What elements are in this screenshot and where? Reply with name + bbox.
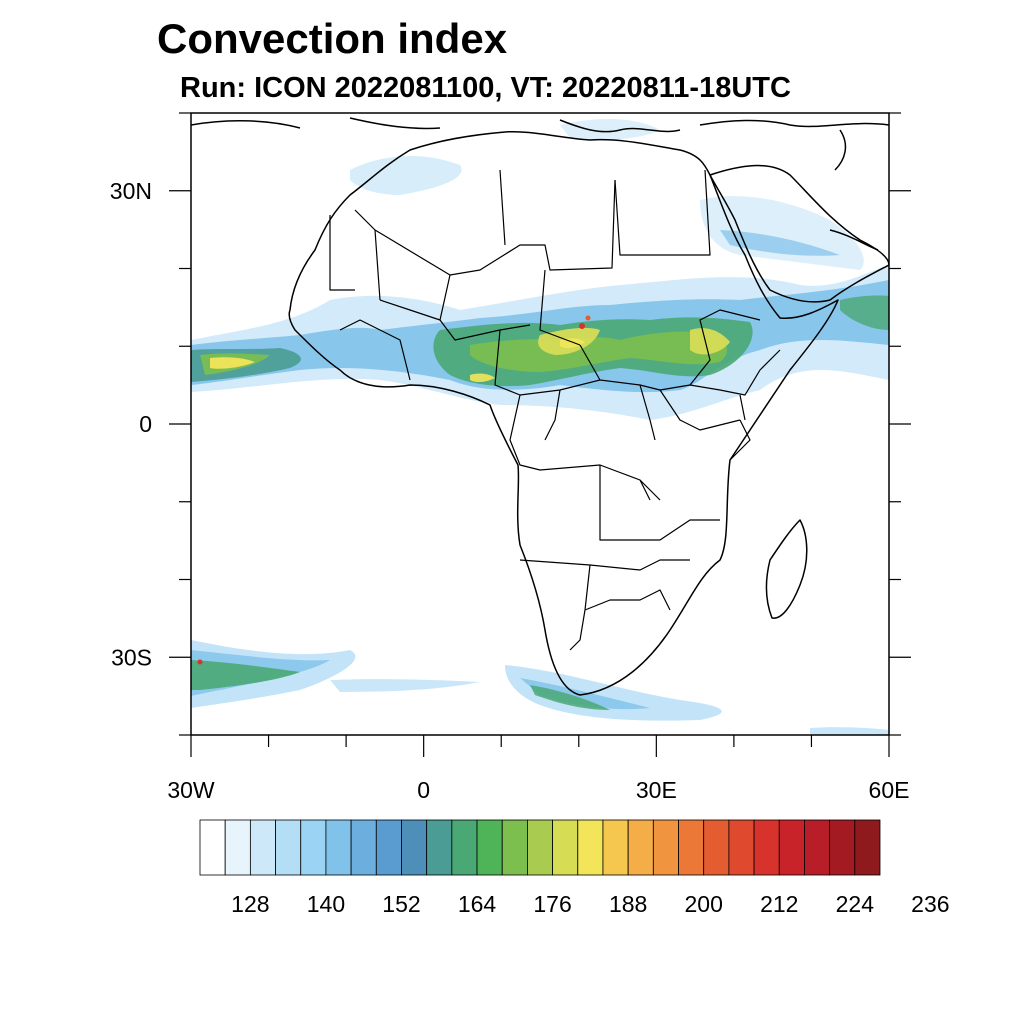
colorbar-swatch xyxy=(224,819,251,876)
colorbar-swatch xyxy=(678,819,705,876)
colorbar-swatch xyxy=(527,819,553,876)
colorbar-swatch xyxy=(829,819,856,876)
axis-tick-labels: 30W 0 30E 60E 30N 0 30S xyxy=(110,178,910,803)
colorbar-label: 236 xyxy=(911,891,949,917)
lon-tick-label: 30W xyxy=(167,777,215,803)
chart-title: Convection index xyxy=(157,15,508,62)
lat-tick-label: 30N xyxy=(110,178,152,204)
country-borders xyxy=(329,169,781,651)
colorbar-label: 140 xyxy=(307,891,345,917)
colorbar-swatch xyxy=(249,819,276,876)
colorbar-label: 212 xyxy=(760,891,798,917)
colorbar-label: 224 xyxy=(836,891,875,917)
colorbar-swatch xyxy=(854,819,881,876)
colorbar-swatch xyxy=(627,819,654,876)
colorbar-swatch xyxy=(778,819,805,876)
colorbar-swatch xyxy=(300,819,327,876)
colorbar-swatch xyxy=(401,819,428,876)
colorbar-swatch xyxy=(275,819,302,876)
map-plot-area xyxy=(191,113,889,735)
colorbar-swatch xyxy=(325,819,352,876)
colorbar-labels: 128 140 152 164 176 188 200 212 224 236 xyxy=(231,891,949,917)
colorbar-swatch xyxy=(602,819,629,876)
lat-tick-label: 0 xyxy=(139,411,152,437)
colorbar-swatch xyxy=(426,819,453,876)
colorbar-swatch xyxy=(476,819,503,876)
lon-tick-label: 60E xyxy=(869,777,910,803)
colorbar-swatch xyxy=(753,819,780,876)
colorbar-swatch xyxy=(451,819,478,876)
colorbar-label: 176 xyxy=(533,891,571,917)
colorbar-swatch xyxy=(652,819,679,876)
colorbar-swatch xyxy=(199,819,226,876)
colorbar-swatch xyxy=(577,819,604,876)
colorbar-label: 200 xyxy=(685,891,723,917)
convection-field xyxy=(191,118,889,735)
lon-tick-label: 30E xyxy=(636,777,677,803)
lat-tick-label: 30S xyxy=(111,644,152,670)
colorbar xyxy=(199,819,881,876)
colorbar-swatch xyxy=(375,819,402,876)
colorbar-label: 164 xyxy=(458,891,497,917)
colorbar-swatch xyxy=(728,819,755,876)
colorbar-swatch xyxy=(703,819,730,876)
colorbar-label: 128 xyxy=(231,891,269,917)
colorbar-swatch xyxy=(501,819,528,876)
colorbar-swatch xyxy=(350,819,377,876)
coastlines xyxy=(191,117,889,696)
chart-subtitle: Run: ICON 2022081100, VT: 20220811-18UTC xyxy=(180,72,791,104)
colorbar-swatch xyxy=(552,819,579,876)
colorbar-label: 152 xyxy=(382,891,420,917)
colorbar-swatch xyxy=(804,819,831,876)
axis-ticks xyxy=(169,112,911,757)
colorbar-label: 188 xyxy=(609,891,647,917)
lon-tick-label: 0 xyxy=(417,777,430,803)
